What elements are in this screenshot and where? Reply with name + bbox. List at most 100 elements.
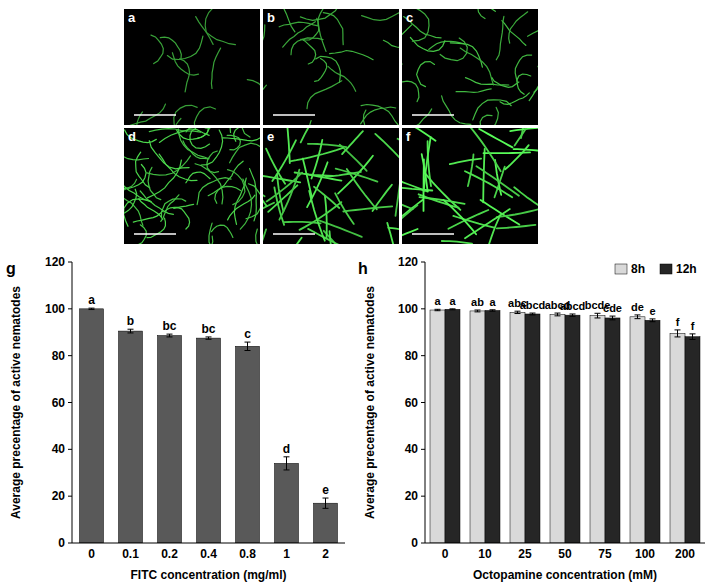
nematode [483, 149, 485, 202]
bar [630, 317, 645, 543]
panel-label: e [267, 129, 274, 144]
y-axis-title: Average precentage of active nematodes [9, 286, 23, 519]
letter-label: a [489, 296, 496, 308]
x-tick-label: 0.8 [239, 547, 256, 561]
nematode [149, 141, 189, 169]
nematode [470, 128, 501, 171]
micrograph: f [361, 98, 559, 260]
nematode [183, 236, 213, 244]
nematode [215, 186, 241, 203]
x-tick-label: 25 [518, 547, 532, 561]
nematode [325, 196, 327, 238]
nematode [211, 48, 220, 88]
micrograph: d [106, 102, 285, 259]
error-bar [635, 315, 641, 319]
nematode [515, 55, 531, 82]
letter-label: abcd [520, 299, 546, 311]
bar [430, 310, 445, 543]
nematode [174, 105, 197, 125]
nematode [410, 38, 445, 52]
letter-label: b [127, 314, 134, 328]
x-axis [72, 543, 345, 544]
y-tick-label: 20 [52, 489, 66, 503]
error-bar [555, 313, 561, 316]
scale-bar [134, 114, 176, 116]
nematode [124, 189, 137, 213]
nematode [133, 211, 163, 222]
nematode [291, 38, 323, 55]
nematode [301, 128, 320, 142]
nematode [228, 170, 245, 205]
y-tick [68, 543, 72, 544]
letter-label: a [88, 293, 95, 307]
bar [275, 463, 299, 543]
nematode [303, 159, 312, 198]
letter-label: a [434, 295, 441, 307]
nematode [263, 229, 266, 244]
y-tick-label: 20 [405, 489, 419, 503]
letter-label: a [449, 295, 456, 307]
nematode [342, 131, 363, 154]
x-tick-label: 0.2 [161, 547, 178, 561]
nematode [316, 56, 341, 82]
nematode [442, 96, 471, 125]
nematode [450, 159, 481, 165]
nematode [472, 107, 499, 125]
error-bar [89, 308, 95, 309]
panel-label: b [267, 10, 275, 25]
y-tick [421, 308, 425, 309]
nematode [362, 9, 399, 20]
nematode [124, 173, 150, 201]
panel-label: a [128, 10, 136, 25]
error-bar [245, 342, 251, 350]
nematode [517, 74, 531, 94]
nematode [402, 229, 418, 244]
letter-label: f [691, 320, 695, 332]
letter-label: e [322, 483, 329, 497]
error-bar [128, 329, 134, 333]
nematode [387, 223, 399, 244]
plot-area [80, 308, 338, 543]
nematode [124, 199, 151, 226]
panel-label: c [406, 10, 413, 25]
scale-bar [273, 233, 315, 235]
y-tick-label: 60 [405, 396, 419, 410]
nematode [263, 174, 267, 206]
nematode [283, 22, 316, 47]
error-bar [530, 313, 536, 315]
error-bar [675, 330, 681, 337]
nematode [318, 220, 362, 237]
nematodes [263, 9, 399, 125]
nematode [147, 218, 165, 238]
nematode [500, 93, 529, 104]
error-bar [690, 334, 696, 340]
panel-background [263, 128, 399, 244]
scale-bar [134, 233, 176, 235]
legend-swatch [660, 264, 672, 274]
legend-label: 12h [676, 262, 697, 276]
nematode [340, 145, 367, 171]
error-bar [595, 313, 601, 318]
nematode [263, 25, 265, 62]
error-bar [435, 309, 441, 310]
nematode [440, 38, 467, 61]
y-tick [421, 402, 425, 403]
x-tick-label: 50 [558, 547, 572, 561]
nematode [422, 154, 428, 191]
scale-bar [273, 114, 315, 116]
nematode [465, 209, 510, 238]
error-bar [570, 314, 576, 316]
bar-chart: gabbcbccde02040608010012000.10.20.40.812… [6, 255, 345, 582]
panel-background [124, 128, 260, 244]
nematode [272, 140, 296, 181]
nematode [300, 202, 342, 230]
legend-swatch [615, 264, 627, 274]
nematode [308, 229, 352, 244]
nematode [167, 36, 203, 59]
letter-label: d [283, 442, 290, 456]
nematode [335, 193, 354, 224]
nematode [402, 25, 412, 53]
y-tick [421, 355, 425, 356]
nematode [308, 144, 346, 147]
y-tick-label: 100 [45, 302, 65, 316]
